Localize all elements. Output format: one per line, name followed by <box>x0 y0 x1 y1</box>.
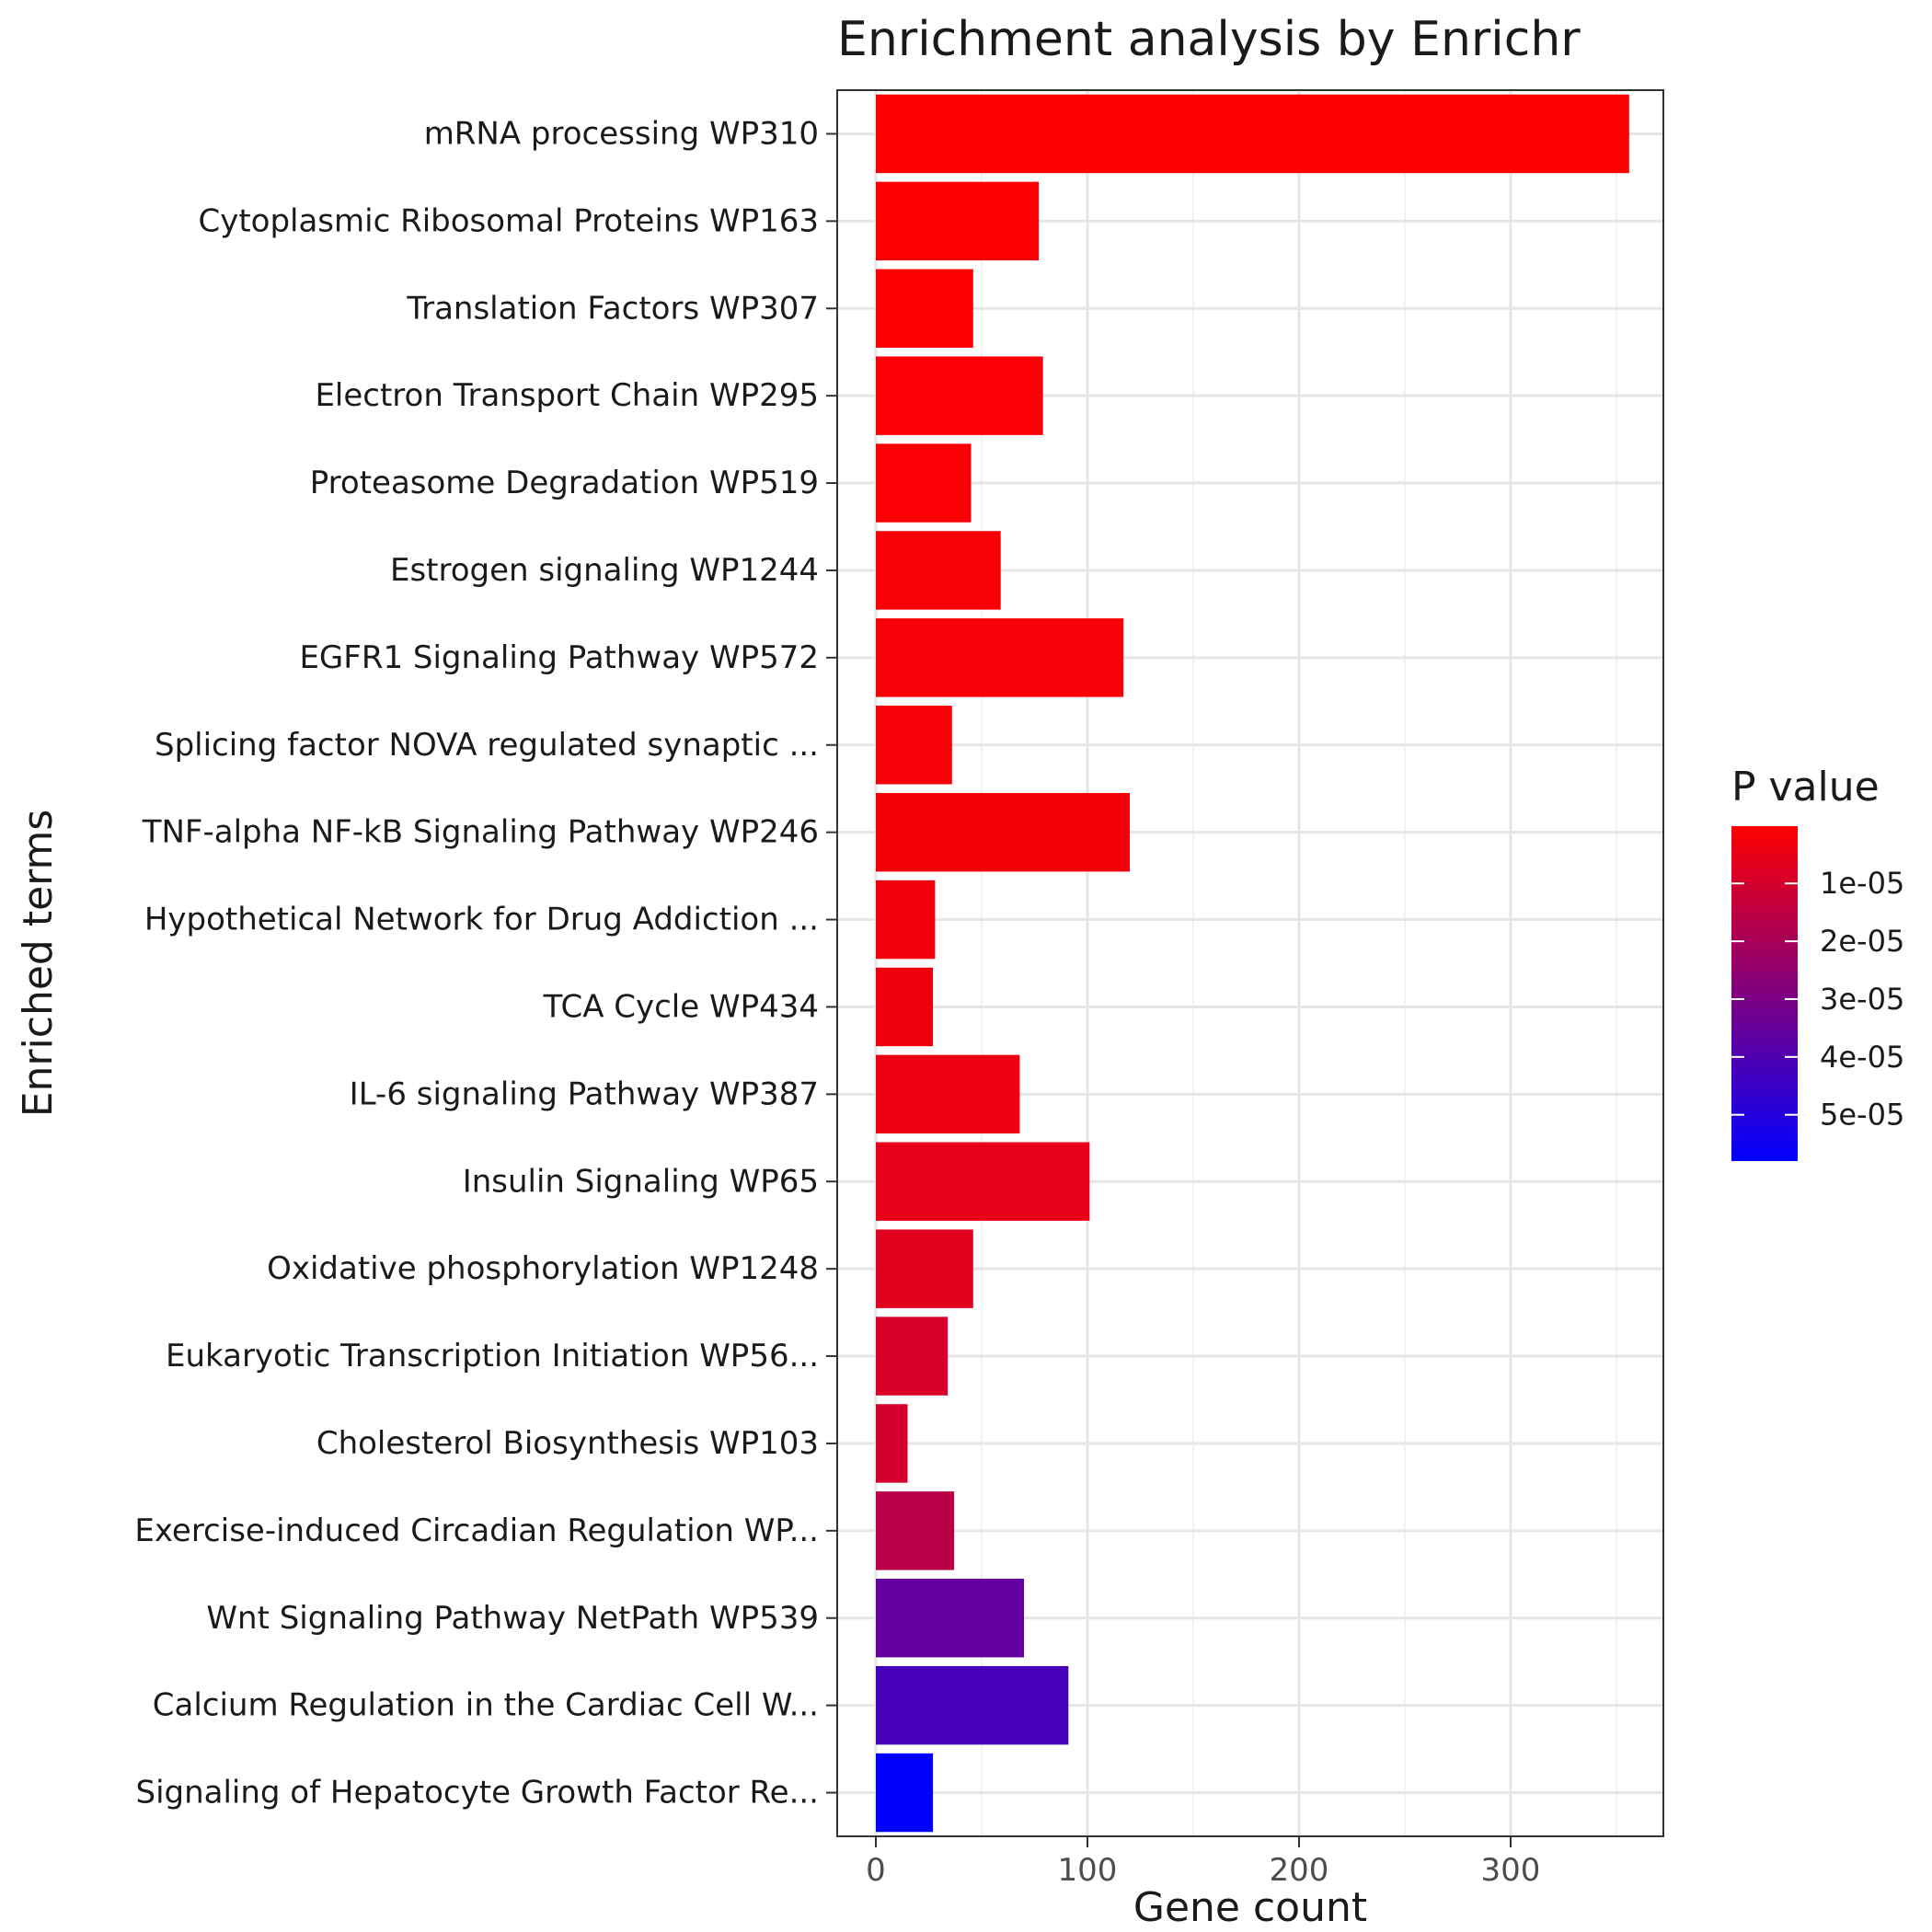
y-tick-label: TNF-alpha NF-kB Signaling Pathway WP246 <box>142 814 819 851</box>
y-tick-label: Proteasome Degradation WP519 <box>310 465 819 501</box>
y-tick-label: Cytoplasmic Ribosomal Proteins WP163 <box>198 202 819 239</box>
y-axis-title: Enriched terms <box>15 810 62 1118</box>
y-tick-label: Signaling of Hepatocyte Growth Factor Re… <box>135 1775 819 1811</box>
legend-ticks: 1e-05 2e-05 3e-05 4e-05 5e-05 <box>1731 866 1904 1133</box>
bar <box>876 1665 1069 1745</box>
bar <box>876 356 1043 435</box>
bar <box>876 967 934 1047</box>
legend-colorbar <box>1731 826 1798 1161</box>
bar <box>876 1054 1020 1134</box>
y-tick-label: mRNA processing WP310 <box>424 115 819 152</box>
bar <box>876 1753 934 1833</box>
y-tick-label: Wnt Signaling Pathway NetPath WP539 <box>206 1600 819 1637</box>
y-tick-label: Estrogen signaling WP1244 <box>390 552 819 589</box>
y-tick-label: Calcium Regulation in the Cardiac Cell W… <box>153 1687 819 1724</box>
bar <box>876 269 973 348</box>
bar <box>876 1317 949 1396</box>
bar <box>876 443 972 523</box>
legend-tick-label: 5e-05 <box>1820 1098 1904 1133</box>
bar <box>876 1491 955 1570</box>
plot-panel-border <box>836 89 1664 1837</box>
p-value-legend: P value 1e-05 2e-05 3e-05 4e-05 5e-05 <box>1731 764 1904 1161</box>
x-axis: 0 100 200 300 <box>866 1836 1540 1889</box>
bars <box>876 94 1629 1833</box>
bar <box>876 1142 1090 1221</box>
bar <box>876 792 1130 872</box>
bar <box>876 1404 908 1483</box>
x-axis-title: Gene count <box>1133 1884 1367 1931</box>
legend-tick-label: 3e-05 <box>1820 982 1904 1017</box>
y-tick-label: Splicing factor NOVA regulated synaptic … <box>155 727 819 764</box>
y-tick-label: Cholesterol Biosynthesis WP103 <box>316 1425 819 1462</box>
bar <box>876 94 1629 174</box>
x-tick-label: 0 <box>866 1852 886 1889</box>
legend-tick-label: 1e-05 <box>1820 866 1904 901</box>
y-tick-label: Electron Transport Chain WP295 <box>315 377 819 414</box>
plot-panel-background <box>837 90 1663 1836</box>
y-tick-label: Oxidative phosphorylation WP1248 <box>267 1250 819 1287</box>
bar <box>876 706 952 785</box>
legend-tick-label: 4e-05 <box>1820 1040 1904 1075</box>
bar <box>876 880 936 960</box>
y-tick-label: Hypothetical Network for Drug Addiction … <box>144 902 819 938</box>
x-tick-label: 100 <box>1058 1852 1118 1889</box>
y-tick-label: Insulin Signaling WP65 <box>463 1163 819 1200</box>
y-tick-label: Eukaryotic Transcription Initiation WP56… <box>166 1338 819 1374</box>
bar <box>876 531 1001 610</box>
bar <box>876 618 1124 697</box>
x-tick-label: 300 <box>1481 1852 1541 1889</box>
chart-title: Enrichment analysis by Enrichr <box>837 12 1581 67</box>
y-tick-label: EGFR1 Signaling Pathway WP572 <box>299 639 819 676</box>
legend-tick-label: 2e-05 <box>1820 924 1904 959</box>
bar <box>876 1579 1024 1658</box>
y-tick-label: Translation Factors WP307 <box>406 290 819 327</box>
y-tick-label: IL-6 signaling Pathway WP387 <box>350 1075 819 1112</box>
bar <box>876 181 1040 261</box>
y-tick-label: TCA Cycle WP434 <box>543 988 819 1025</box>
y-axis: mRNA processing WP310 Cytoplasmic Ribosom… <box>134 115 837 1811</box>
legend-title: P value <box>1731 764 1880 811</box>
y-tick-label: Exercise-induced Circadian Regulation WP… <box>134 1512 819 1549</box>
bar <box>876 1229 973 1308</box>
x-tick-label: 200 <box>1270 1852 1329 1889</box>
